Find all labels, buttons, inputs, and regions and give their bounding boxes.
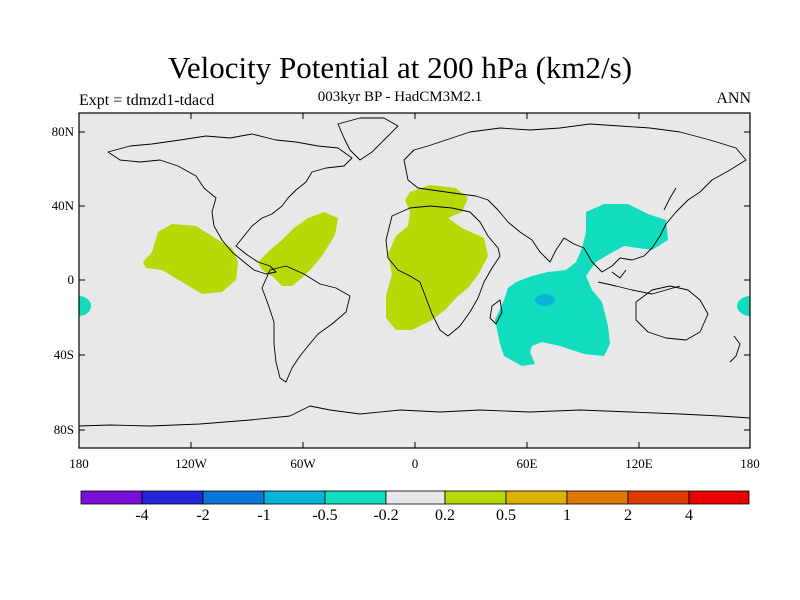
positive-region-caribbean (258, 212, 338, 286)
colorbar-label-7: 1 (563, 507, 571, 524)
negative-region-west-edge (79, 296, 91, 316)
colorbar-box-9 (627, 490, 690, 505)
colorbar-box-2 (202, 490, 265, 505)
y-tick-label-0: 0 (67, 272, 75, 287)
colorbar-box-4 (324, 490, 387, 505)
coast-antarctica (78, 405, 751, 427)
x-tick-label-180w: 180 (69, 456, 89, 471)
y-tick-label-80s: 80S (53, 422, 74, 437)
colorbar-box-5 (385, 490, 446, 505)
colorbar-label-2: -1 (257, 507, 271, 524)
coastlines (78, 117, 751, 427)
colorbar-box-3 (263, 490, 326, 505)
colorbar-label-8: 2 (624, 507, 632, 524)
negative-region-indian-ocean (495, 204, 668, 366)
coast-madagascar (489, 299, 503, 325)
negative-region-east-edge (737, 296, 750, 316)
colorbar-box-0 (80, 490, 143, 505)
coast-north-america (107, 133, 353, 275)
coast-new-zealand (729, 335, 741, 363)
colorbar (80, 490, 750, 505)
colorbar-label-0: -4 (135, 507, 149, 524)
x-tick-label-120w: 120W (175, 456, 207, 471)
colorbar-label-6: 0.5 (496, 507, 516, 524)
y-tick-label-40s: 40S (53, 347, 74, 362)
coast-japan (663, 187, 677, 211)
anomaly-regions (79, 185, 750, 366)
positive-region-central-pacific (143, 224, 238, 294)
colorbar-label-4: -0.2 (373, 507, 399, 524)
colorbar-box-8 (566, 490, 629, 505)
colorbar-box-7 (505, 490, 568, 505)
strong-negative-core (535, 294, 555, 306)
x-tick-label-120e: 120E (625, 456, 653, 471)
colorbar-box-6 (444, 490, 507, 505)
colorbar-box-10 (688, 490, 750, 505)
colorbar-label-3: -0.5 (312, 507, 338, 524)
plot-subtitle: 003kyr BP - HadCM3M2.1 (317, 89, 483, 105)
coast-indonesia (597, 269, 681, 295)
x-tick-label-180e: 180 (740, 456, 760, 471)
y-tick-label-80n: 80N (51, 124, 74, 139)
x-tick-label-60e: 60E (516, 456, 538, 471)
coast-south-america (261, 265, 351, 383)
season-label: ANN (716, 90, 751, 107)
positive-region-africa-europe (386, 185, 488, 330)
coast-greenland (337, 117, 399, 161)
colorbar-label-9: 4 (685, 507, 693, 524)
x-tick-label-0: 0 (411, 456, 419, 471)
plot-title: Velocity Potential at 200 hPa (km2/s) (167, 50, 633, 85)
coast-africa (385, 205, 501, 337)
x-tick-label-60w: 60W (290, 456, 316, 471)
colorbar-box-1 (141, 490, 204, 505)
y-tick-label-40n: 40N (51, 198, 74, 213)
map-ticks (79, 113, 750, 448)
colorbar-label-5: 0.2 (435, 507, 455, 524)
coast-australia (635, 285, 709, 341)
coast-eurasia (403, 123, 747, 273)
experiment-label: Expt = tdmzd1-tdacd (79, 92, 215, 109)
colorbar-label-1: -2 (196, 507, 210, 524)
